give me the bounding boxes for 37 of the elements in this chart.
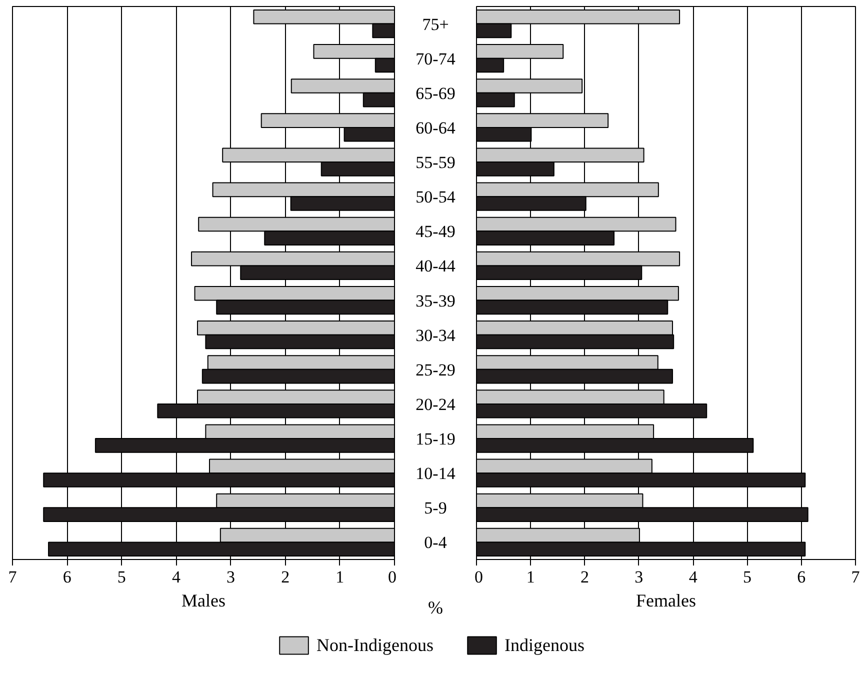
x-tick-label: 7: [8, 568, 18, 586]
y-tick-label: 55-59: [416, 153, 456, 172]
x-tick-label: 5: [742, 568, 752, 586]
y-tick-label: 45-49: [416, 222, 456, 242]
y-tick-label: 20-24: [416, 394, 456, 414]
y-tick-label: 60-64: [416, 118, 456, 138]
x-tick-label: 0: [474, 568, 483, 586]
y-tick-label: 70-74: [416, 49, 456, 68]
y-tick-label: 40-44: [416, 256, 456, 276]
x-tick-label: 5: [117, 568, 126, 586]
x-tick-label: 3: [634, 568, 644, 586]
y-tick-label: 35-39: [416, 291, 456, 310]
x-tick-label: 4: [172, 568, 181, 586]
y-tick-label: 75+: [422, 14, 449, 34]
y-tick-label: 5-9: [424, 498, 447, 518]
x-tick-label: 7: [851, 568, 860, 586]
x-tick-label: 0: [388, 568, 396, 586]
y-tick-label: 10-14: [416, 464, 456, 484]
x-tick-label: 1: [336, 568, 344, 586]
x-tick-label: 1: [526, 568, 535, 586]
text: %: [428, 598, 444, 618]
y-tick-label: 50-54: [416, 188, 456, 207]
y-tick-label: 25-29: [416, 360, 456, 380]
y-tick-label: 0-4: [424, 533, 448, 552]
x-tick-label: 6: [797, 568, 806, 586]
y-tick-label: 65-69: [416, 84, 456, 103]
x-axis-title: Females: [636, 590, 696, 610]
y-tick-label: 15-19: [416, 430, 456, 449]
x-tick-label: 2: [580, 568, 590, 586]
x-axis-title: Males: [182, 590, 226, 610]
legend-label: Indigenous: [504, 634, 584, 656]
x-tick-label: 2: [281, 568, 290, 586]
x-tick-label: 4: [688, 568, 698, 586]
x-tick-label: 6: [62, 568, 72, 586]
x-tick-label: 3: [226, 568, 236, 586]
legend-label: Non-Indigenous: [316, 634, 434, 656]
y-tick-label: 30-34: [416, 326, 456, 345]
